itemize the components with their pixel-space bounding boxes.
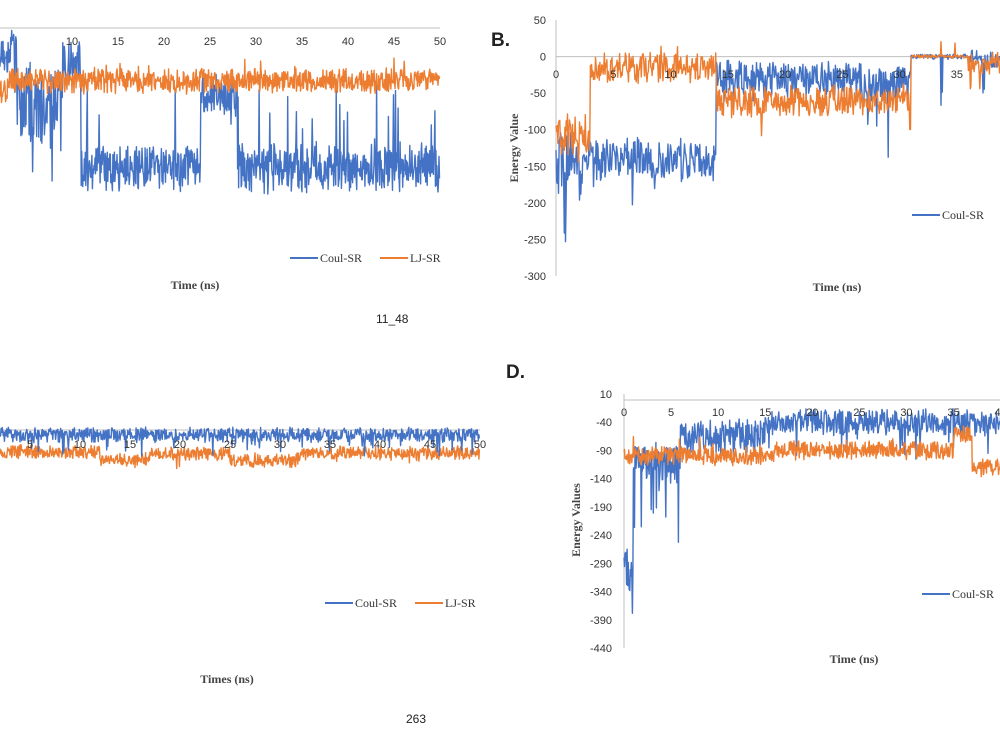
chart-c-x-tick: 45 [424,439,436,451]
chart-c-x-tick: 40 [374,439,386,451]
chart-b-x-tick: 35 [951,69,963,81]
chart-b-x-tick: 30 [894,69,906,81]
chart-b-x-label: Time (ns) [813,280,862,294]
chart-panel-d: 0 5 10 15 20 25 30 35 40 10 -40 -90 -140 -190 -240 -290… [560,380,1000,680]
chart-d-legend-label: Coul-SR [952,587,994,601]
chart-c-x-tick: 10 [74,439,86,451]
chart-panel-a: 10 15 20 25 30 35 40 45 50 Coul-SR LJ-SR Time (ns) [0,0,480,320]
chart-d-y-tick: -190 [590,502,612,514]
chart-d-x-tick: 15 [759,407,771,419]
chart-b-y-tick: -200 [524,198,546,210]
chart-b-series-coul-sr [555,49,1000,243]
chart-a-x-label: Time (ns) [171,278,220,292]
chart-c-legend-label: Coul-SR [355,596,397,610]
chart-d-x-label: Time (ns) [830,652,879,666]
chart-c-x-tick: 15 [124,439,136,451]
chart-c-series-lj-sr [0,444,481,470]
chart-b-legend-label: Coul-SR [942,208,984,222]
chart-d-y-tick: -140 [590,474,612,486]
chart-b-y-label: Energy Value [507,113,521,183]
chart-c-x-tick: 30 [274,439,286,451]
chart-d-x-tick: 10 [712,407,724,419]
chart-b-y-tick: -150 [524,161,546,173]
chart-d-y-tick: -440 [590,643,612,655]
chart-d-y-tick: -290 [590,558,612,570]
chart-b-x-tick: 25 [836,69,848,81]
chart-b-x-tick: 20 [779,69,791,81]
chart-b-x-tick: 10 [664,69,676,81]
chart-d-x-tick: 25 [853,407,865,419]
chart-b-y-tick: 50 [534,15,546,27]
panel-label-b: B. [491,30,510,51]
chart-a-x-tick: 15 [112,36,124,48]
chart-panel-b: 0510152025303540500-50-100-150-200-250-3… [500,0,1000,320]
chart-b-y-tick: -50 [530,88,546,100]
chart-c: 5 10 15 20 25 30 35 40 45 50 Coul-SR LJ-SR Times (ns… [0,426,486,686]
chart-a-legend-label: Coul-SR [320,251,362,265]
chart-c-x-tick: 50 [474,439,486,451]
chart-c-x-tick: 20 [174,439,186,451]
chart-c-x-label: Times (ns) [200,672,253,686]
chart-a-x-tick: 20 [158,36,170,48]
chart-a-x-tick: 40 [342,36,354,48]
chart-d-y-tick: -340 [590,587,612,599]
chart-a-x-tick: 35 [296,36,308,48]
chart-d-x-tick: 0 [621,407,627,419]
chart-a: 10 15 20 25 30 35 40 45 50 Coul-SR LJ-SR Time (ns) [0,27,446,292]
chart-d-y-tick: -240 [590,530,612,542]
chart-c-x-tick: 35 [324,439,336,451]
chart-panel-c: 5 10 15 20 25 30 35 40 45 50 Coul-SR LJ-SR Times (ns… [0,390,500,710]
chart-d-y-tick: 10 [600,389,612,401]
caption-bottom: 263 [406,712,427,726]
chart-b-x-tick: 5 [610,69,616,81]
chart-d-x-tick: 30 [900,407,912,419]
chart-b-y-tick: -300 [524,271,546,283]
chart-b-y-tick: -250 [524,234,546,246]
chart-b-y-tick: 0 [540,52,546,64]
chart-a-x-tick: 10 [66,36,78,48]
chart-a-x-tick: 25 [204,36,216,48]
chart-c-legend-label: LJ-SR [445,596,476,610]
chart-a-x-tick: 45 [388,36,400,48]
chart-b-x-tick: 15 [722,69,734,81]
chart-b-y-tick: -100 [524,125,546,137]
chart-c-x-tick: 5 [27,439,33,451]
chart-d-x-tick: 35 [947,407,959,419]
chart-c-x-tick: 25 [224,439,236,451]
chart-b-x-tick: 0 [553,69,559,81]
chart-d-y-tick: -390 [590,615,612,627]
chart-d-x-tick: 20 [806,407,818,419]
chart-d-y-tick: -40 [596,417,612,429]
chart-d: 0 5 10 15 20 25 30 35 40 10 -40 -90 -140 -190 -240 -290… [569,389,1000,666]
chart-a-legend-label: LJ-SR [410,251,441,265]
chart-a-series-coul-sr [0,29,441,195]
chart-b-series-lj-sr [555,41,1000,164]
chart-d-x-tick: 40 [994,407,1000,419]
chart-c-series-coul-sr [0,426,481,457]
chart-b: 0510152025303540500-50-100-150-200-250-3… [507,15,1000,294]
chart-d-series-lj-sr [623,425,1000,478]
chart-d-y-label: Energy Values [569,483,583,557]
panel-label-d: D. [506,362,525,383]
chart-d-series-coul-sr [623,408,1000,614]
chart-d-y-tick: -90 [596,445,612,457]
chart-d-x-tick: 5 [668,407,674,419]
chart-a-series-lj-sr [0,57,441,104]
chart-a-x-tick: 50 [434,36,446,48]
chart-a-x-tick: 30 [250,36,262,48]
caption-top: 11_48 [376,312,409,326]
